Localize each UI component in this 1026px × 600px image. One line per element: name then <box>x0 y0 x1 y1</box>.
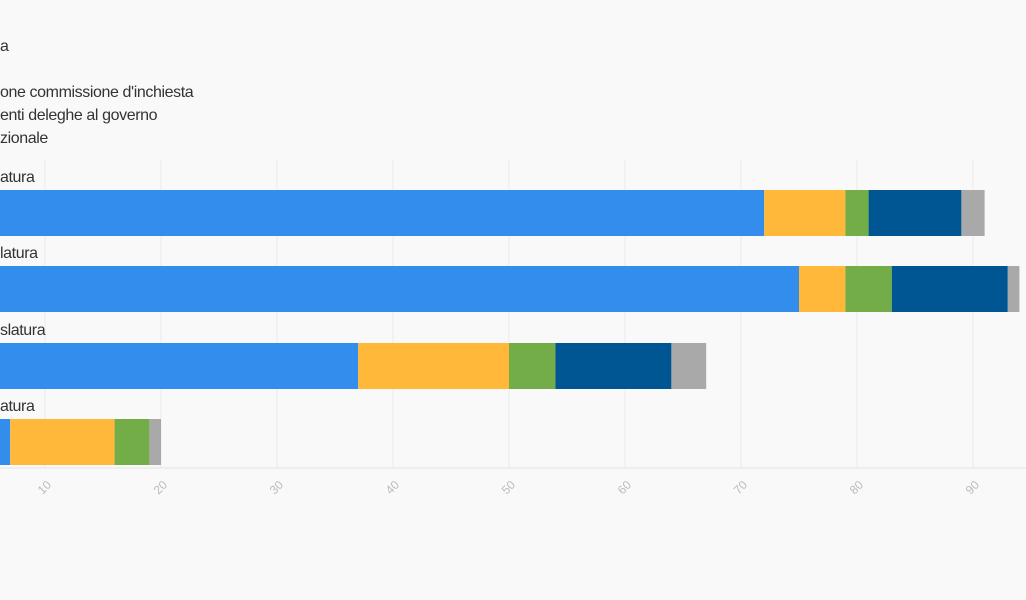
x-tick-label: 30 <box>267 478 287 498</box>
x-tick-label: 70 <box>731 478 751 498</box>
bar-segment <box>10 419 115 465</box>
bar-segment <box>891 266 1008 312</box>
x-tick-label: 80 <box>847 478 867 498</box>
bar-segment <box>555 343 672 389</box>
bar-segment <box>0 190 765 236</box>
bar-segment <box>114 419 150 465</box>
category-label: atura <box>0 398 35 415</box>
bar-segment <box>845 190 869 236</box>
legend-text: one commissione d'inchiesta <box>0 84 194 101</box>
legend-text: zionale <box>0 130 48 147</box>
bar-segment <box>0 343 359 389</box>
category-label: slatura <box>0 322 46 339</box>
bar-segment <box>671 343 707 389</box>
bar-segment <box>868 190 962 236</box>
bar-segment <box>358 343 509 389</box>
bar-segment <box>764 190 846 236</box>
x-tick-label: 10 <box>35 478 55 498</box>
x-tick-label: 50 <box>499 478 519 498</box>
bar-segment <box>845 266 892 312</box>
x-tick-label: 90 <box>963 478 983 498</box>
bar-segment <box>1007 266 1020 312</box>
category-label: atura <box>0 169 35 186</box>
legend-text: a <box>0 38 9 55</box>
bar-segment <box>149 419 161 465</box>
bar-segment <box>799 266 846 312</box>
category-label: latura <box>0 245 38 262</box>
x-tick-label: 20 <box>151 478 171 498</box>
x-tick-label: 60 <box>615 478 635 498</box>
bar-segment <box>0 419 11 465</box>
bar-segment <box>509 343 556 389</box>
x-tick-label: 40 <box>383 478 403 498</box>
legend-text: enti deleghe al governo <box>0 107 158 124</box>
bar-segment <box>961 190 985 236</box>
bar-segment <box>0 266 799 312</box>
